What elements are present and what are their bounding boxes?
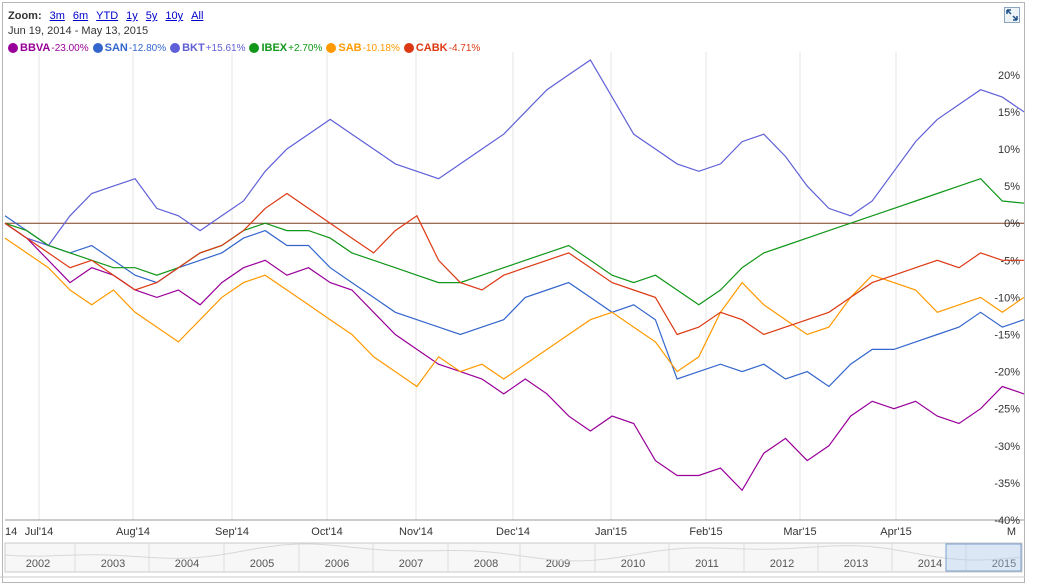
navigator-year-label: 2010 <box>621 558 645 570</box>
x-tick-label: 14 <box>5 526 17 538</box>
navigator-year-label: 2006 <box>325 558 349 570</box>
legend-dot-icon <box>8 43 18 53</box>
legend-dot-icon <box>403 43 414 53</box>
legend-series-name: CABK <box>415 42 448 54</box>
x-tick-label: Dec'14 <box>496 526 530 538</box>
legend-item-san[interactable]: SAN -12.80% <box>92 42 167 54</box>
x-tick-label: Apr'15 <box>880 526 911 538</box>
chart-frame <box>2 2 1025 583</box>
series-line-ibex <box>4 178 1025 306</box>
navigator-year-label: 2011 <box>695 558 719 570</box>
legend-dot-icon <box>326 43 337 53</box>
zoom-all-link[interactable]: All <box>191 10 204 22</box>
series-line-cabk <box>4 192 1024 336</box>
zoom-bar: Zoom: 3m 6m YTD 1y 5y 10y All <box>8 9 211 23</box>
legend-series-name: IBEX <box>261 42 288 54</box>
y-tick-label: 0% <box>1004 218 1020 230</box>
navigator-year-label: 2002 <box>26 558 50 570</box>
y-tick-label: -15% <box>994 330 1020 342</box>
navigator-year-label: 2008 <box>474 558 498 570</box>
x-tick-label: Feb'15 <box>689 526 722 538</box>
zoom-label: Zoom: <box>8 10 42 22</box>
y-tick-label: -30% <box>994 441 1020 453</box>
date-range-separator: - <box>74 25 79 37</box>
zoom-3m-link[interactable]: 3m <box>49 10 65 22</box>
navigator-year-label: 2003 <box>101 558 125 570</box>
zoom-6m-link[interactable]: 6m <box>72 10 89 22</box>
navigator-year-label: 2004 <box>175 558 199 570</box>
series-line-sab <box>4 237 1025 388</box>
navigator-trace <box>4 543 1023 562</box>
legend-series-name: BBVA <box>20 42 51 54</box>
navigator-bar <box>4 542 1023 573</box>
x-tick-label: Oct'14 <box>311 526 342 538</box>
series-line-bbva <box>4 222 1025 492</box>
expand-icon <box>1006 9 1018 21</box>
zoom-ytd-link[interactable]: YTD <box>96 10 119 22</box>
series-line-bkt <box>4 59 1025 247</box>
y-tick-label: 10% <box>998 144 1020 156</box>
zoom-10y-link[interactable]: 10y <box>165 10 184 22</box>
legend-dot-icon <box>92 43 103 53</box>
x-tick-label: Sep'14 <box>215 526 249 538</box>
legend-series-change: +15.61% <box>205 42 246 54</box>
legend-series-change: -23.00% <box>51 42 89 54</box>
legend-item-cabk[interactable]: CABK -4.71% <box>403 42 481 54</box>
x-tick-label: Mar'15 <box>783 526 816 538</box>
legend-series-change: +2.70% <box>288 42 323 54</box>
x-tick-label: M <box>1007 526 1016 538</box>
expand-button[interactable] <box>1004 7 1020 23</box>
y-tick-label: -20% <box>994 367 1020 379</box>
legend-series-name: SAN <box>104 42 128 54</box>
navigator-year-label: 2013 <box>844 558 868 570</box>
legend-item-bbva[interactable]: BBVA -23.00% <box>8 42 89 54</box>
x-tick-label: Nov'14 <box>399 526 433 538</box>
y-tick-label: -25% <box>994 404 1020 416</box>
legend-dot-icon <box>170 43 181 53</box>
zoom-5y-link[interactable]: 5y <box>145 10 158 22</box>
legend-series-name: SAB <box>338 42 362 54</box>
y-tick-label: -35% <box>994 478 1020 490</box>
x-tick-label: Jan'15 <box>595 526 627 538</box>
y-tick-label: 5% <box>1004 181 1020 193</box>
legend: BBVA -23.00% SAN -12.80% BKT +15.61% IBEX +2.70… <box>8 42 484 54</box>
legend-series-name: BKT <box>182 42 205 54</box>
series-line-san <box>4 215 1025 388</box>
legend-item-ibex[interactable]: IBEX +2.70% <box>249 42 322 54</box>
y-tick-label: -10% <box>994 292 1020 304</box>
y-tick-label: -5% <box>1000 255 1020 267</box>
y-tick-label: 15% <box>998 107 1020 119</box>
legend-series-change: -4.71% <box>448 42 481 54</box>
navigator-year-label: 2014 <box>918 558 942 570</box>
date-range-end: May 13, 2015 <box>81 25 149 37</box>
navigator-year-label: 2005 <box>250 558 274 570</box>
y-tick-label: 20% <box>998 70 1020 82</box>
navigator-year-label: 2012 <box>770 558 794 570</box>
date-range-start: Jun 19, 2014 <box>8 25 72 37</box>
date-range: Jun 19, 2014 - May 13, 2015 <box>8 25 148 37</box>
x-tick-label: Jul'14 <box>25 526 53 538</box>
zoom-1y-link[interactable]: 1y <box>126 10 138 22</box>
legend-item-bkt[interactable]: BKT +15.61% <box>170 42 245 54</box>
navigator-year-label: 2007 <box>399 558 423 570</box>
y-tick-label: -40% <box>994 515 1020 527</box>
legend-series-change: -10.18% <box>362 42 400 54</box>
legend-dot-icon <box>249 43 260 53</box>
legend-series-change: -12.80% <box>128 42 167 54</box>
x-tick-label: Aug'14 <box>116 526 150 538</box>
legend-item-sab[interactable]: SAB -10.18% <box>326 42 400 54</box>
navigator-selection <box>945 543 1022 572</box>
navigator-year-label: 2015 <box>992 558 1016 570</box>
